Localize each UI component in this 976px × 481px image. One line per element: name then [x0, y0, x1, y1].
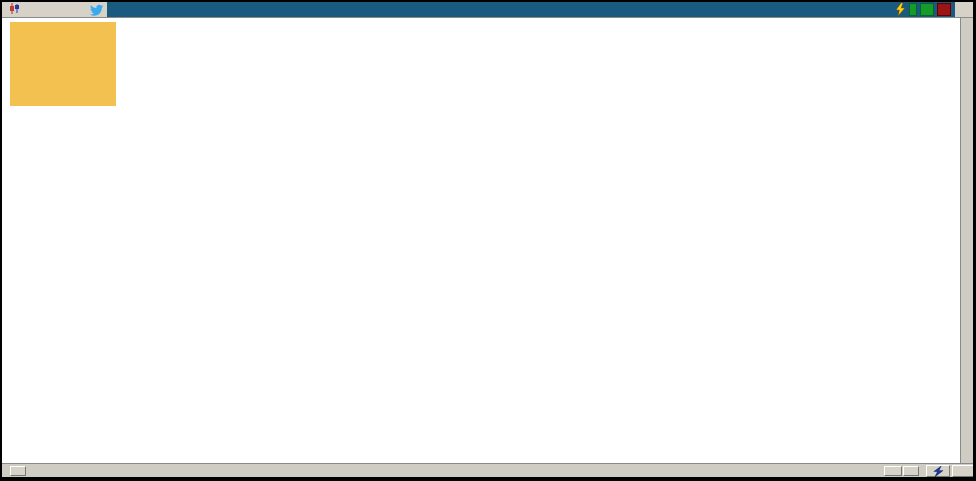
window-border-bottom	[0, 477, 976, 481]
c-button[interactable]	[909, 3, 917, 16]
toolbar	[2, 2, 973, 18]
flash-icon[interactable]	[895, 3, 906, 16]
mav-legend	[5, 103, 57, 136]
mav22-label	[5, 114, 57, 125]
chart-background	[2, 18, 960, 463]
buy-al-button[interactable]	[920, 3, 934, 16]
toolbar-left	[2, 2, 107, 17]
chart-plot-area[interactable]	[2, 18, 903, 449]
window-border-right	[973, 0, 976, 481]
mav5-label	[5, 103, 57, 114]
scrollbar-left-button[interactable]	[10, 466, 26, 476]
matriks-lightning-icon	[932, 465, 944, 477]
last-price-axis-label	[906, 115, 956, 127]
candlestick-chart-icon	[8, 2, 21, 17]
right-scroll-strip[interactable]	[960, 18, 973, 463]
quote-date	[14, 23, 112, 35]
sell-sat-button[interactable]	[937, 3, 951, 16]
mav50-label	[5, 125, 57, 136]
scrollbar-right-button[interactable]	[903, 466, 919, 476]
window-border-left	[0, 0, 2, 481]
twitter-icon[interactable]	[87, 4, 107, 16]
horizontal-scrollbar[interactable]	[2, 463, 974, 477]
toolbar-dark-strip	[107, 2, 955, 17]
chart-nav-arrows[interactable]	[952, 465, 974, 477]
quote-info-box	[10, 22, 116, 106]
scrollbar-thumb[interactable]	[884, 466, 902, 476]
matriks-brand-logo	[955, 2, 971, 17]
matriks-logo-button[interactable]	[926, 465, 950, 477]
window-border-top	[0, 0, 976, 2]
